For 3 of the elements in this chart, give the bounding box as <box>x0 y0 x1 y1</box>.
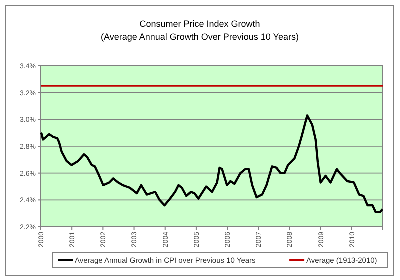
line-series <box>40 114 384 214</box>
chart-subtitle: (Average Annual Growth Over Previous 10 Years) <box>101 32 299 42</box>
chart-title: Consumer Price Index Growth <box>140 19 260 29</box>
